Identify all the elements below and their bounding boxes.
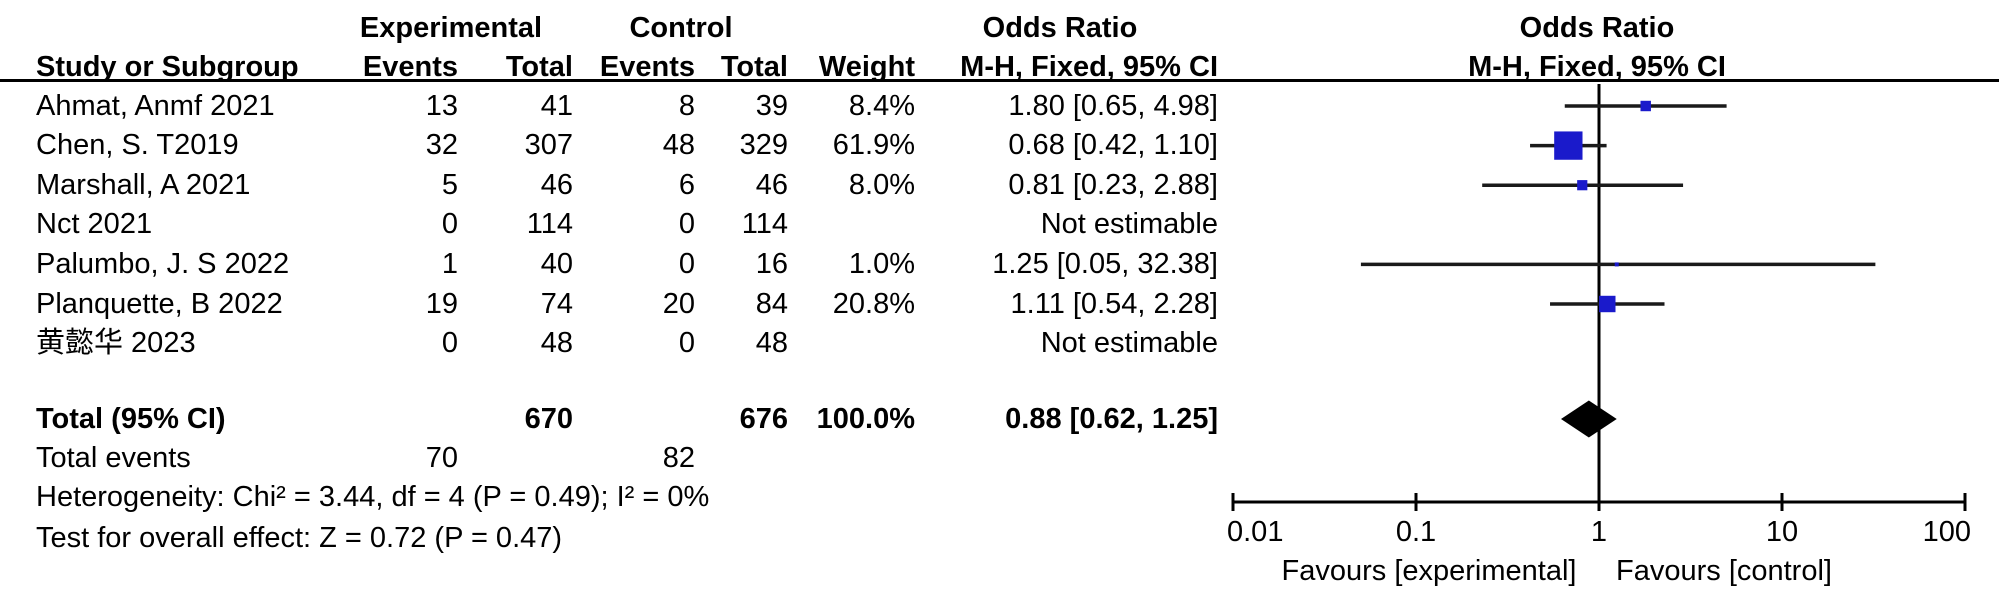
total-events-experimental: 70 <box>425 441 458 474</box>
control-events: 0 <box>678 208 695 241</box>
column-header-events-exp: Events <box>362 51 458 83</box>
study-name: Palumbo, J. S 2022 <box>36 247 290 280</box>
total-events-control: 82 <box>662 441 695 474</box>
experimental-total: 41 <box>540 89 573 122</box>
group-header-experimental: Experimental <box>359 12 543 44</box>
experimental-events: 32 <box>425 129 458 162</box>
study-name: Planquette, B 2022 <box>36 287 283 320</box>
effect-square <box>1640 100 1651 112</box>
column-header-study: Study or Subgroup <box>36 51 299 83</box>
weight: 8.0% <box>848 168 915 201</box>
experimental-events: 1 <box>441 247 458 280</box>
summary-diamond <box>1561 400 1617 438</box>
total-label: Total (95% CI) <box>36 402 226 435</box>
control-events: 8 <box>678 89 695 122</box>
experimental-total: 46 <box>540 168 573 201</box>
weight: 1.0% <box>848 247 915 280</box>
study-name: Nct 2021 <box>36 208 153 241</box>
experimental-total: 40 <box>540 247 573 280</box>
column-header-or-ci-text: M-H, Fixed, 95% CI <box>960 51 1218 83</box>
axis-tick-label: 100 <box>1923 516 1971 548</box>
column-header-total-exp: Total <box>505 51 573 83</box>
column-header-weight: Weight <box>818 51 915 83</box>
study-name: Marshall, A 2021 <box>36 168 251 201</box>
control-total: 48 <box>755 327 788 360</box>
overall-effect-note: Test for overall effect: Z = 0.72 (P = 0… <box>36 521 563 554</box>
weight <box>783 204 915 245</box>
effect-square <box>1554 131 1583 160</box>
experimental-total: 48 <box>540 327 573 360</box>
control-total: 84 <box>755 287 788 320</box>
control-total: 46 <box>755 168 788 201</box>
experimental-total: 307 <box>524 129 573 162</box>
forest-plot-canvas: 0.01 0.1 1 10 100 Favours [experimental] Favou… <box>1227 84 1971 587</box>
header-rule <box>0 79 1999 82</box>
control-events: 20 <box>662 287 695 320</box>
axis-tick-label: 1 <box>1591 516 1607 548</box>
axis-tick-label: 0.1 <box>1396 516 1436 548</box>
effect-square <box>1614 262 1619 267</box>
favours-experimental-label: Favours [experimental] <box>1282 555 1577 587</box>
experimental-events: 5 <box>441 168 458 201</box>
or-text-column-title: Odds Ratio <box>982 12 1138 44</box>
axis-tick-label: 0.01 <box>1227 516 1283 548</box>
control-total: 39 <box>755 89 788 122</box>
or-plot-column-title: Odds Ratio <box>1519 12 1675 44</box>
control-total: 114 <box>741 208 788 241</box>
study-name: Ahmat, Anmf 2021 <box>36 89 275 122</box>
experimental-events: 0 <box>441 327 458 360</box>
column-header-total-ctl: Total <box>720 51 788 83</box>
axis-tick-label: 10 <box>1766 516 1798 548</box>
study-name: 黄懿华 2023 <box>36 327 196 360</box>
heterogeneity-note: Heterogeneity: Chi² = 3.44, df = 4 (P = … <box>36 480 710 513</box>
odds-ratio-ci: 0.68 [0.42, 1.10] <box>1008 129 1218 162</box>
odds-ratio-ci: 0.81 [0.23, 2.88] <box>1008 168 1218 201</box>
favours-control-label: Favours [control] <box>1616 555 1832 587</box>
total-events-label: Total events <box>36 441 191 474</box>
total-or-ci: 0.88 [0.62, 1.25] <box>1005 402 1218 435</box>
experimental-events: 13 <box>425 89 458 122</box>
total-control: 676 <box>739 402 788 435</box>
odds-ratio-ci: Not estimable <box>1040 208 1218 241</box>
odds-ratio-ci: 1.25 [0.05, 32.38] <box>992 247 1218 280</box>
column-header-or-ci-plot: M-H, Fixed, 95% CI <box>1468 51 1726 83</box>
control-events: 0 <box>678 247 695 280</box>
group-header-control: Control <box>629 12 733 44</box>
control-total: 16 <box>755 247 788 280</box>
study-name: Chen, S. T2019 <box>36 129 239 162</box>
experimental-total: 114 <box>526 208 573 241</box>
total-experimental: 670 <box>524 402 573 435</box>
experimental-events: 0 <box>441 208 458 241</box>
odds-ratio-ci: Not estimable <box>1040 327 1218 360</box>
experimental-total: 74 <box>540 287 573 320</box>
odds-ratio-ci: 1.11 [0.54, 2.28] <box>1010 287 1218 320</box>
control-events: 48 <box>662 129 695 162</box>
weight: 61.9% <box>832 129 915 162</box>
control-events: 0 <box>678 327 695 360</box>
effect-square <box>1599 295 1616 313</box>
odds-ratio-ci: 1.80 [0.65, 4.98] <box>1008 89 1218 122</box>
weight: 8.4% <box>848 89 915 122</box>
control-events: 6 <box>678 168 695 201</box>
experimental-events: 19 <box>425 287 458 320</box>
weight <box>783 323 915 364</box>
control-total: 329 <box>739 129 788 162</box>
total-weight: 100.0% <box>816 402 915 435</box>
weight: 20.8% <box>832 287 915 320</box>
column-header-events-ctl: Events <box>599 51 695 83</box>
effect-square <box>1577 180 1588 191</box>
